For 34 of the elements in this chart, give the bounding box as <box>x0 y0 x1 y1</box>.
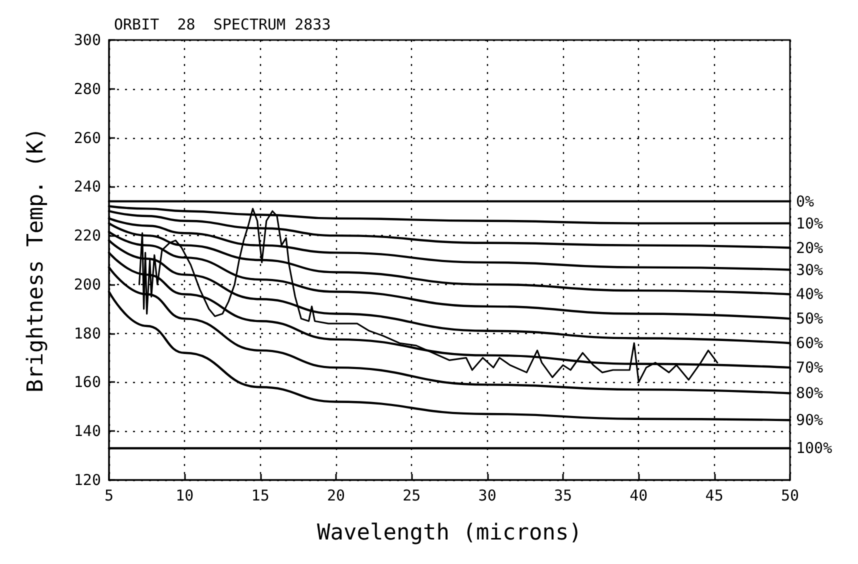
series-label: 70% <box>796 358 824 377</box>
series-label: 90% <box>796 411 824 430</box>
y-tick-label: 140 <box>74 422 101 440</box>
chart-title: ORBIT 28 SPECTRUM 2833 <box>114 16 331 34</box>
x-tick-label: 10 <box>176 486 194 504</box>
series-label: 50% <box>796 310 824 328</box>
series-label: 10% <box>796 214 824 232</box>
series-label: 80% <box>796 384 824 402</box>
y-tick-label: 120 <box>74 471 101 489</box>
y-tick-label: 160 <box>74 373 101 392</box>
x-tick-label: 40 <box>630 486 648 504</box>
x-tick-label: 25 <box>402 486 421 504</box>
x-tick-label: 30 <box>478 486 496 504</box>
x-tick-label: 50 <box>780 486 800 504</box>
series-label: 0% <box>796 192 814 210</box>
y-tick-label: 200 <box>74 275 101 294</box>
x-tick-label: 45 <box>705 486 724 504</box>
y-tick-label: 220 <box>74 226 101 245</box>
x-tick-label: 15 <box>251 486 270 504</box>
y-axis-title: Brightness Temp. (K) <box>24 128 48 392</box>
series-label: 20% <box>796 238 824 257</box>
series-label: 30% <box>796 260 824 279</box>
y-tick-label: 180 <box>74 324 101 342</box>
x-tick-label: 20 <box>326 486 346 504</box>
y-tick-label: 260 <box>74 128 101 147</box>
series-label: 100% <box>796 439 832 458</box>
y-tick-label: 280 <box>74 80 101 98</box>
series-label: 40% <box>796 285 824 304</box>
y-tick-label: 300 <box>74 31 101 49</box>
y-tick-label: 240 <box>74 178 101 196</box>
x-tick-label: 5 <box>104 486 114 504</box>
series-label: 60% <box>796 334 824 352</box>
x-axis-title: Wavelength (microns) <box>317 520 582 546</box>
x-tick-label: 35 <box>554 486 572 504</box>
